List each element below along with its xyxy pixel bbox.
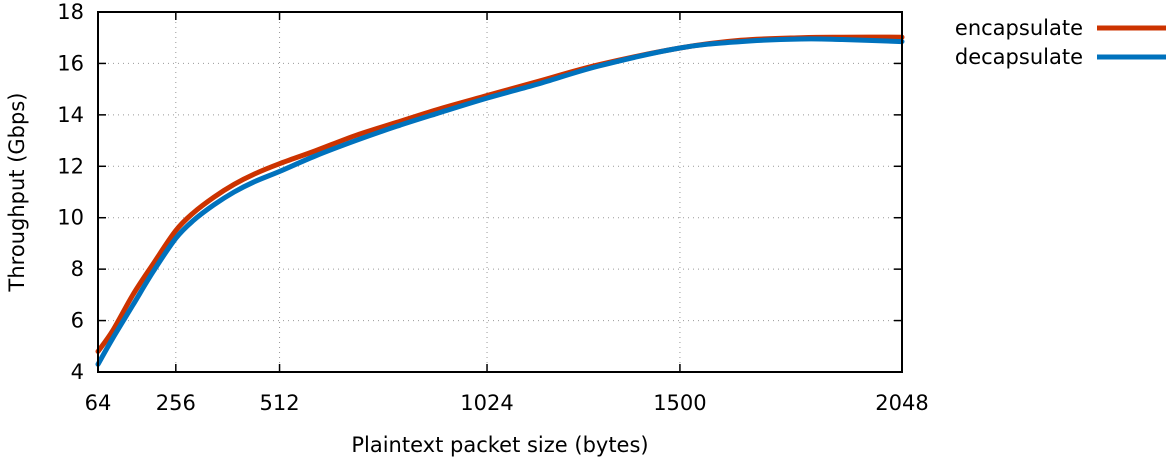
- y-tick-label: 6: [71, 309, 84, 333]
- y-tick-label: 18: [57, 0, 84, 24]
- plot-frame: [97, 11, 903, 373]
- x-tick-label: 2048: [875, 391, 928, 415]
- legend-label-decapsulate: decapsulate: [955, 45, 1083, 69]
- series-group: [95, 34, 905, 367]
- x-tick-label: 64: [85, 391, 112, 415]
- series-line-decapsulate: [95, 36, 905, 367]
- y-tick-labels: 4 6 8 10 12 14 16 18: [57, 0, 84, 384]
- legend: encapsulate decapsulate: [955, 16, 1166, 69]
- ticks: [97, 11, 903, 373]
- legend-label-encapsulate: encapsulate: [955, 16, 1083, 40]
- x-tick-label: 1500: [653, 391, 706, 415]
- y-tick-label: 14: [57, 103, 84, 127]
- x-axis-title: Plaintext packet size (bytes): [351, 433, 648, 457]
- y-tick-label: 10: [57, 206, 84, 230]
- grid: [98, 12, 902, 372]
- x-tick-label: 256: [156, 391, 196, 415]
- x-tick-label: 512: [260, 391, 300, 415]
- y-axis-title: Throughput (Gbps): [5, 93, 29, 293]
- y-tick-label: 8: [71, 257, 84, 281]
- y-tick-label: 12: [57, 154, 84, 178]
- x-tick-label: 1024: [460, 391, 513, 415]
- y-tick-label: 16: [57, 51, 84, 75]
- y-tick-label: 4: [71, 360, 84, 384]
- series-line-encapsulate: [95, 34, 905, 354]
- x-tick-labels: 64 256 512 1024 1500 2048: [85, 391, 929, 415]
